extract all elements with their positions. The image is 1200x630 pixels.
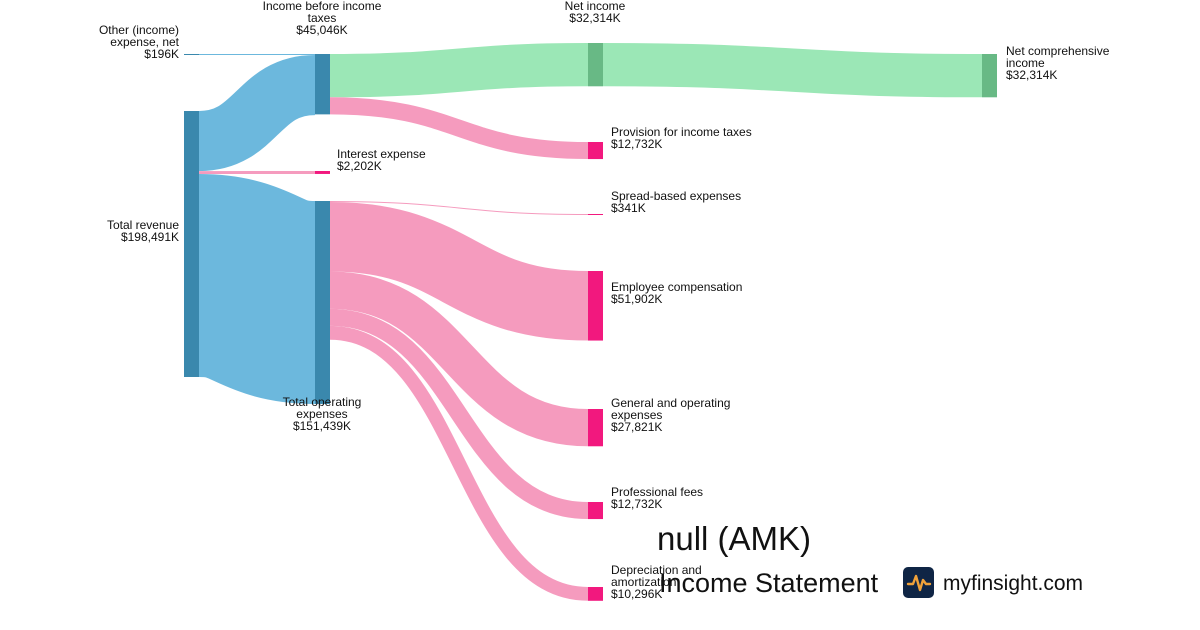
node-bar-revenue — [184, 111, 199, 377]
flow-ibt-to-tax — [329, 97, 589, 160]
node-bar-general — [588, 409, 603, 447]
flow-revenue-to-ibt — [197, 55, 317, 172]
node-label-income-taxes: Provision for income taxes $12,732K — [611, 125, 752, 151]
flow-revenue-to-opex — [195, 174, 319, 404]
flow-netinc-to-nci — [602, 43, 983, 98]
node-bar-dep — [588, 587, 603, 601]
node-label-other: Other (income) expense, net $196K — [98, 23, 179, 61]
node-label-net-income: Net income $32,314K — [564, 0, 626, 25]
node-bar-comp — [588, 271, 603, 341]
node-label-professional-fees: Professional fees $12,732K — [611, 485, 704, 511]
node-label-depreciation-amortization: Depreciation and amortization $10,296K — [611, 563, 702, 601]
flow-opex-to-dep — [329, 325, 589, 601]
node-bar-nci — [982, 54, 997, 98]
flow-opex-to-general — [329, 271, 589, 447]
flow-opex-to-prof — [329, 308, 589, 520]
node-label-income-before-taxes: Income before income taxes $45,046K — [262, 0, 382, 37]
node-bar-ibt — [315, 54, 330, 115]
node-bar-opex — [315, 201, 330, 404]
node-bar-other — [184, 54, 199, 55]
statement-subtitle: Income Statement — [659, 568, 879, 598]
node-label-spread-based-expenses: Spread-based expenses $341K — [611, 189, 742, 215]
node-label-interest-expense: Interest expense $2,202K — [337, 147, 426, 173]
flow-ibt-to-netinc — [329, 43, 589, 98]
node-label-revenue: Total revenue $198,491K — [106, 218, 179, 244]
node-label-net-comprehensive-income: Net comprehensive income $32,314K — [1006, 44, 1110, 82]
node-bar-spread — [588, 214, 603, 215]
flow-opex-to-spread — [329, 201, 589, 215]
company-title: null (AMK) — [657, 520, 812, 557]
flow-opex-to-comp — [329, 201, 589, 341]
node-label-employee-compensation: Employee compensation $51,902K — [611, 280, 743, 306]
node-bar-prof — [588, 502, 603, 520]
brand-name: myfinsight.com — [943, 572, 1084, 595]
node-bar-tax — [588, 142, 603, 160]
node-bar-interest — [315, 171, 330, 174]
node-label-general-operating-expenses: General and operating expenses $27,821K — [611, 396, 731, 434]
pulse-line-icon — [903, 567, 934, 598]
node-bar-netinc — [588, 43, 603, 87]
node-label-total-operating-expenses: Total operating expenses $151,439K — [282, 395, 362, 433]
